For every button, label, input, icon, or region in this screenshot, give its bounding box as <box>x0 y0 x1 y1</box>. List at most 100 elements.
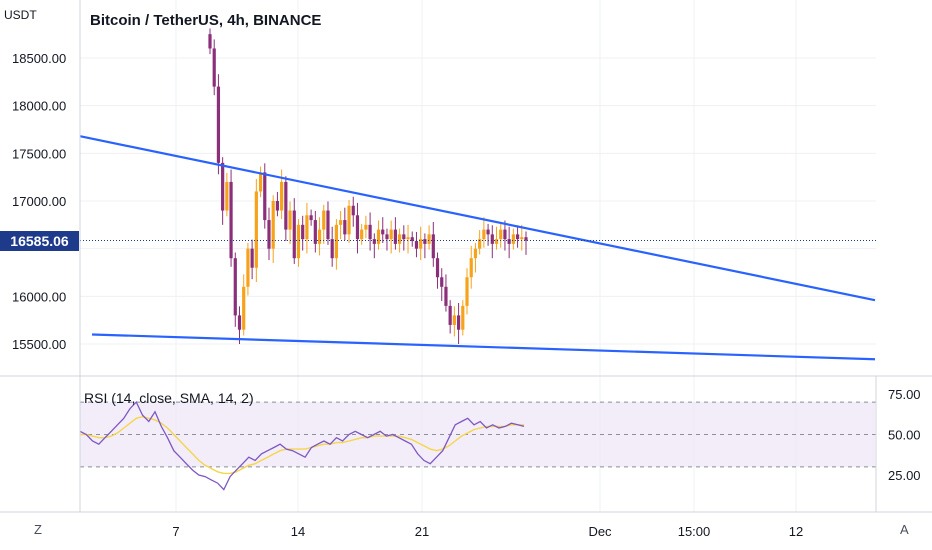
candle-body <box>427 234 431 244</box>
rsi-axis[interactable]: 75.00 50.00 25.00 <box>888 387 921 483</box>
candle-body <box>461 305 465 330</box>
candle-body <box>288 210 292 230</box>
grid <box>80 0 876 512</box>
rsi-band <box>80 402 875 467</box>
candle-body <box>237 315 242 330</box>
candle-body <box>423 239 427 244</box>
candle-body <box>478 239 482 249</box>
candle-body <box>263 172 267 221</box>
price-axis[interactable]: 18500.00 18000.00 17500.00 17000.00 16000.00… <box>12 51 66 352</box>
current-price-tag: 16585.06 <box>0 231 79 251</box>
candle-body <box>381 229 385 235</box>
time-tick-label: Dec <box>588 524 612 539</box>
candle-body <box>452 315 456 325</box>
candle-body <box>376 229 381 244</box>
time-tick-label: 14 <box>291 524 305 539</box>
candle-body <box>406 237 410 240</box>
price-tick-label: 16000.00 <box>12 289 66 304</box>
candle-body <box>347 205 351 235</box>
candle-body <box>473 248 478 259</box>
rsi-line <box>79 400 525 491</box>
candle-body <box>440 277 444 287</box>
chart-title: Bitcoin / TetherUS, 4h, BINANCE <box>90 12 322 29</box>
candle-body <box>444 286 448 306</box>
candle-body <box>208 34 212 49</box>
candle-body <box>524 237 528 241</box>
candle-body <box>242 286 246 330</box>
candle-body <box>254 191 258 268</box>
candle-body <box>389 229 393 240</box>
candle-body <box>431 234 435 259</box>
candle-body <box>435 258 440 278</box>
rsi-indicator-label[interactable]: RSI (14, close, SMA, 14, 2) <box>84 390 254 406</box>
candle-body <box>305 215 309 240</box>
candle-body <box>343 220 347 235</box>
trendline-lower[interactable] <box>91 333 876 361</box>
candle-body <box>275 201 280 211</box>
rsi-ma-line <box>80 415 524 475</box>
candle-body <box>448 305 452 325</box>
candle-body <box>364 224 368 230</box>
candle-body <box>271 201 275 249</box>
candle-body <box>233 258 237 316</box>
candle-body <box>402 234 406 240</box>
candle-body <box>503 229 507 240</box>
candle-body <box>507 239 511 244</box>
time-tick-label: 7 <box>172 524 179 539</box>
candle-body <box>216 86 221 163</box>
candle-body <box>212 48 216 87</box>
candle-body <box>490 234 494 244</box>
candle-body <box>313 220 317 244</box>
price-tick-label: 18500.00 <box>12 51 66 66</box>
price-tick-label: 17500.00 <box>12 146 66 161</box>
candle-body <box>326 210 330 240</box>
candle-body <box>339 220 343 225</box>
time-axis[interactable]: 7 14 21 Dec 15:00 12 <box>172 524 803 539</box>
candle-body <box>351 205 355 216</box>
rsi-tick-label: 75.00 <box>888 387 921 402</box>
candle-body <box>280 181 284 211</box>
candle-body <box>419 239 423 249</box>
rsi-tick-label: 25.00 <box>888 468 921 483</box>
candle-body <box>334 224 338 259</box>
candle-body <box>221 162 225 211</box>
candle-body <box>393 229 397 244</box>
candle-body <box>385 234 389 240</box>
candle-body <box>372 239 376 244</box>
candle-body <box>292 210 296 259</box>
candle-body <box>465 277 469 306</box>
timezone-button[interactable]: Z <box>34 522 42 537</box>
candle-body <box>355 215 360 240</box>
trendline-upper[interactable] <box>79 135 876 302</box>
price-tick-label: 17000.00 <box>12 194 66 209</box>
auto-scale-button[interactable]: A <box>900 522 909 537</box>
candle-body <box>515 234 520 240</box>
time-tick-label: 15:00 <box>678 524 711 539</box>
candle-body <box>296 224 301 259</box>
candle-body <box>414 241 419 249</box>
candle-body <box>258 172 263 192</box>
rsi-tick-label: 50.00 <box>888 428 921 443</box>
candle-body <box>229 181 233 259</box>
candle-body <box>398 234 402 244</box>
candle-body <box>499 229 503 240</box>
candle-body <box>469 258 473 278</box>
candle-body <box>511 234 515 244</box>
time-tick-label: 21 <box>415 524 429 539</box>
candle-body <box>246 248 250 287</box>
candle-body <box>368 224 372 240</box>
time-tick-label: 12 <box>789 524 803 539</box>
candle-body <box>360 229 364 240</box>
candle-body <box>494 239 499 244</box>
candle-body <box>309 215 313 221</box>
candle-body <box>330 239 334 259</box>
currency-unit-label: USDT <box>4 8 37 22</box>
price-tick-label: 18000.00 <box>12 99 66 114</box>
candle-body <box>520 237 524 240</box>
candle-body <box>317 229 322 244</box>
candle-body <box>250 248 254 268</box>
candle-body <box>267 220 271 249</box>
candle-body <box>322 210 326 230</box>
price-tick-label: 15500.00 <box>12 337 66 352</box>
